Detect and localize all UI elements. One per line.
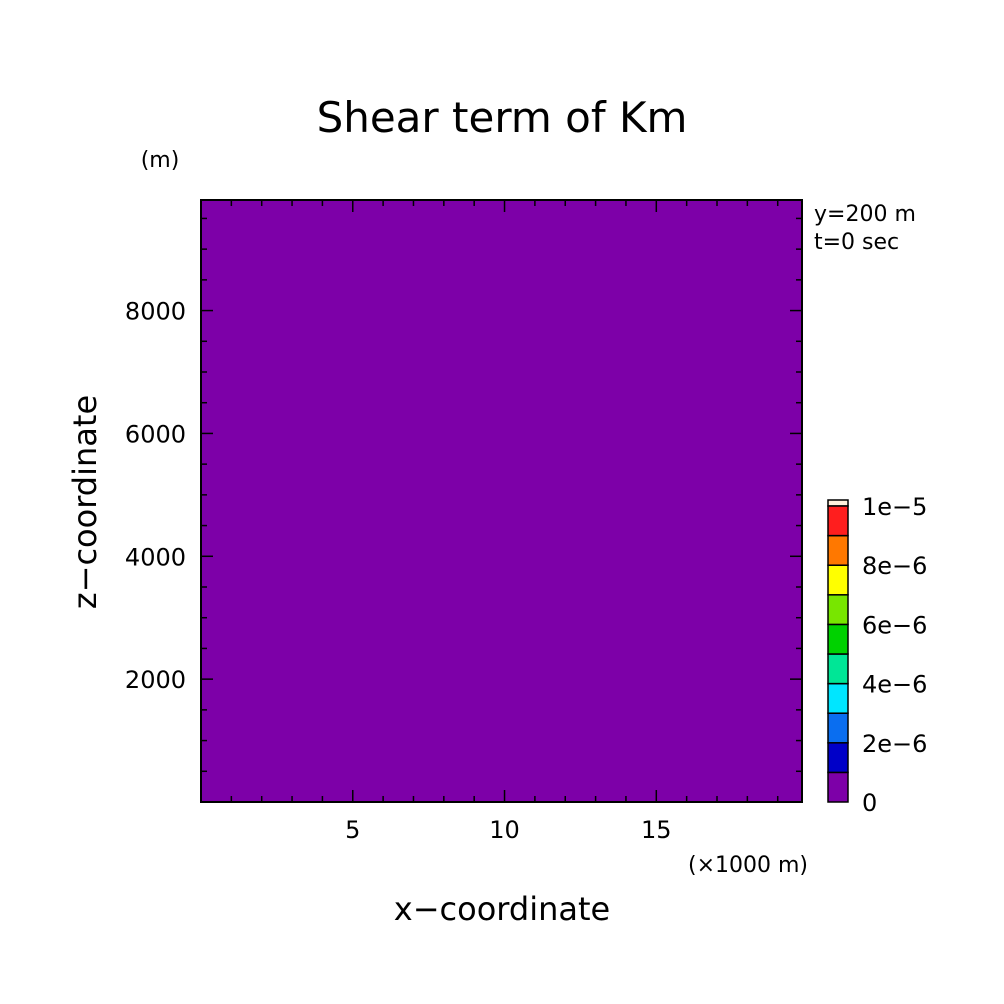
colorbar-label: 8e−6 (862, 552, 927, 580)
y-tick-label: 6000 (125, 420, 186, 448)
colorbar-top-cap (827, 499, 849, 507)
x-tick-label: 5 (345, 816, 360, 844)
major-ticks (201, 200, 802, 802)
y-tick-label: 8000 (125, 298, 186, 326)
x-axis-label: x−coordinate (394, 890, 610, 928)
plot-area (200, 199, 803, 803)
colorbar-segment (827, 771, 849, 803)
chart-title: Shear term of Km (317, 93, 688, 142)
x-tick-label: 15 (641, 816, 672, 844)
y-axis-label: z−coordinate (66, 395, 104, 609)
annotation-time: t=0 sec (814, 230, 899, 255)
x-axis-unit: (×1000 m) (688, 853, 808, 878)
colorbar-segment (827, 564, 849, 596)
field-fill (201, 200, 802, 802)
colorbar-segment (827, 712, 849, 744)
colorbar-label: 2e−6 (862, 730, 927, 758)
colorbar-segment (827, 653, 849, 685)
y-axis-unit: (m) (141, 148, 180, 173)
x-tick-label: 10 (489, 816, 520, 844)
y-tick-label: 2000 (125, 666, 186, 694)
colorbar-label: 0 (862, 789, 877, 817)
colorbar-segment (827, 682, 849, 714)
colorbar-label: 6e−6 (862, 611, 927, 639)
y-tick-label: 4000 (125, 543, 186, 571)
colorbar-segment (827, 742, 849, 774)
annotation-y-position: y=200 m (814, 202, 916, 227)
x-tick-labels: 5 10 15 (345, 816, 671, 844)
y-tick-labels: 2000 4000 6000 8000 (125, 298, 186, 695)
colorbar-segment (827, 534, 849, 566)
plot-frame (200, 199, 803, 803)
colorbar-segment (827, 623, 849, 655)
colorbar: 0 2e−6 4e−6 6e−6 8e−6 1e−5 (827, 493, 927, 817)
colorbar-segment (827, 594, 849, 626)
colorbar-label: 1e−5 (862, 493, 927, 521)
colorbar-label: 4e−6 (862, 671, 927, 699)
colorbar-segment (827, 505, 849, 537)
